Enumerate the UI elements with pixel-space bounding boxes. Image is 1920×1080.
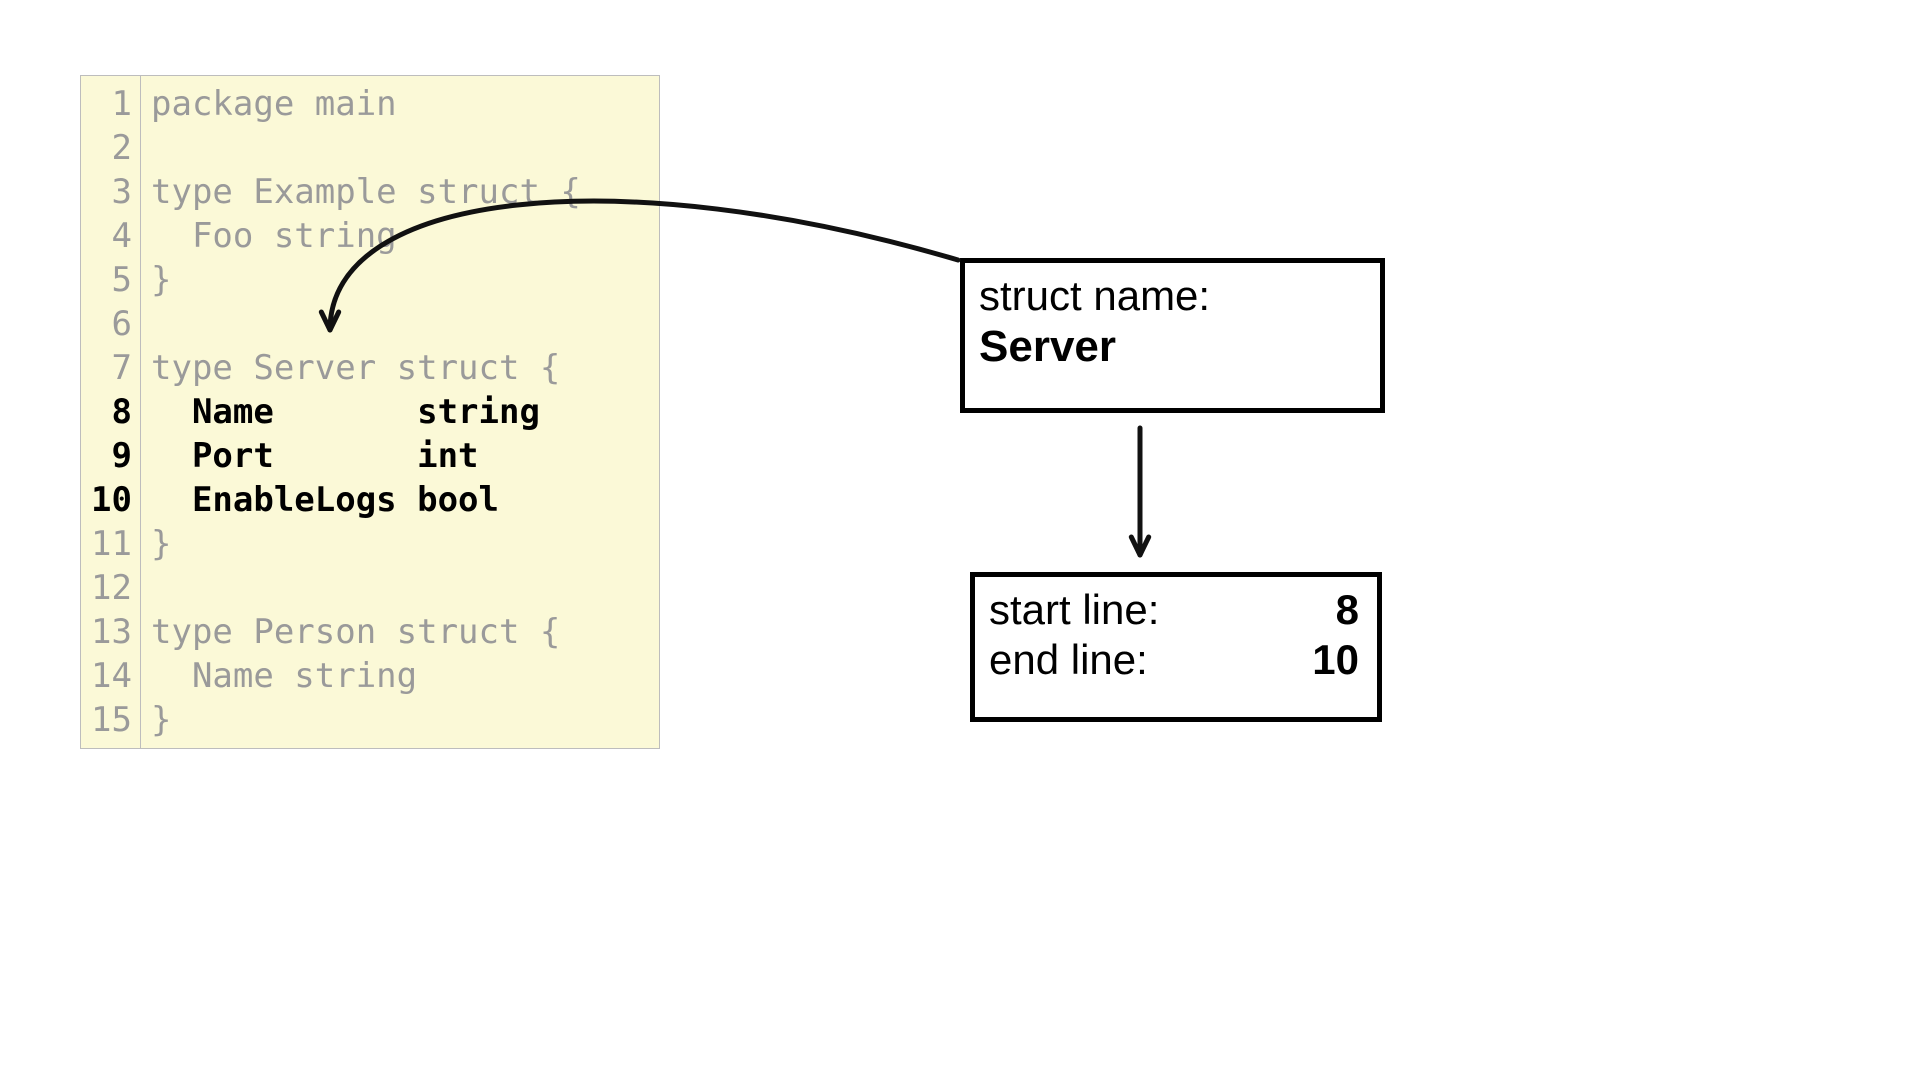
code-line: Name string bbox=[151, 654, 581, 698]
code-line: Name string bbox=[151, 390, 581, 434]
line-number: 6 bbox=[89, 302, 132, 346]
line-number: 13 bbox=[89, 610, 132, 654]
line-number: 10 bbox=[89, 478, 132, 522]
line-number: 15 bbox=[89, 698, 132, 742]
struct-name-label: struct name: bbox=[979, 271, 1362, 321]
line-number: 14 bbox=[89, 654, 132, 698]
line-number: 4 bbox=[89, 214, 132, 258]
line-number: 2 bbox=[89, 126, 132, 170]
line-number: 11 bbox=[89, 522, 132, 566]
code-line: Port int bbox=[151, 434, 581, 478]
code-line: } bbox=[151, 522, 581, 566]
line-number: 1 bbox=[89, 82, 132, 126]
code-line bbox=[151, 302, 581, 346]
code-line: } bbox=[151, 698, 581, 742]
code-gutter: 123456789101112131415 bbox=[81, 76, 141, 748]
line-range-row: end line: 10 bbox=[989, 635, 1359, 685]
line-range-label: end line: bbox=[989, 635, 1148, 685]
line-range-value: 10 bbox=[1312, 635, 1359, 685]
line-number: 3 bbox=[89, 170, 132, 214]
line-number: 8 bbox=[89, 390, 132, 434]
code-line: EnableLogs bool bbox=[151, 478, 581, 522]
code-line: type Person struct { bbox=[151, 610, 581, 654]
line-range-row: start line: 8 bbox=[989, 585, 1359, 635]
struct-name-value: Server bbox=[979, 321, 1362, 374]
line-number: 9 bbox=[89, 434, 132, 478]
line-range-box: start line: 8 end line: 10 bbox=[970, 572, 1382, 722]
code-line bbox=[151, 566, 581, 610]
line-number: 7 bbox=[89, 346, 132, 390]
code-line: type Server struct { bbox=[151, 346, 581, 390]
code-line: Foo string bbox=[151, 214, 581, 258]
line-number: 5 bbox=[89, 258, 132, 302]
code-line: } bbox=[151, 258, 581, 302]
code-line: package main bbox=[151, 82, 581, 126]
line-range-label: start line: bbox=[989, 585, 1159, 635]
struct-name-box: struct name: Server bbox=[960, 258, 1385, 413]
line-range-value: 8 bbox=[1336, 585, 1359, 635]
line-number: 12 bbox=[89, 566, 132, 610]
diagram-canvas: 123456789101112131415 package main type … bbox=[0, 0, 1920, 1080]
code-line: type Example struct { bbox=[151, 170, 581, 214]
code-content: package main type Example struct { Foo s… bbox=[141, 76, 595, 748]
code-line bbox=[151, 126, 581, 170]
code-block: 123456789101112131415 package main type … bbox=[80, 75, 660, 749]
